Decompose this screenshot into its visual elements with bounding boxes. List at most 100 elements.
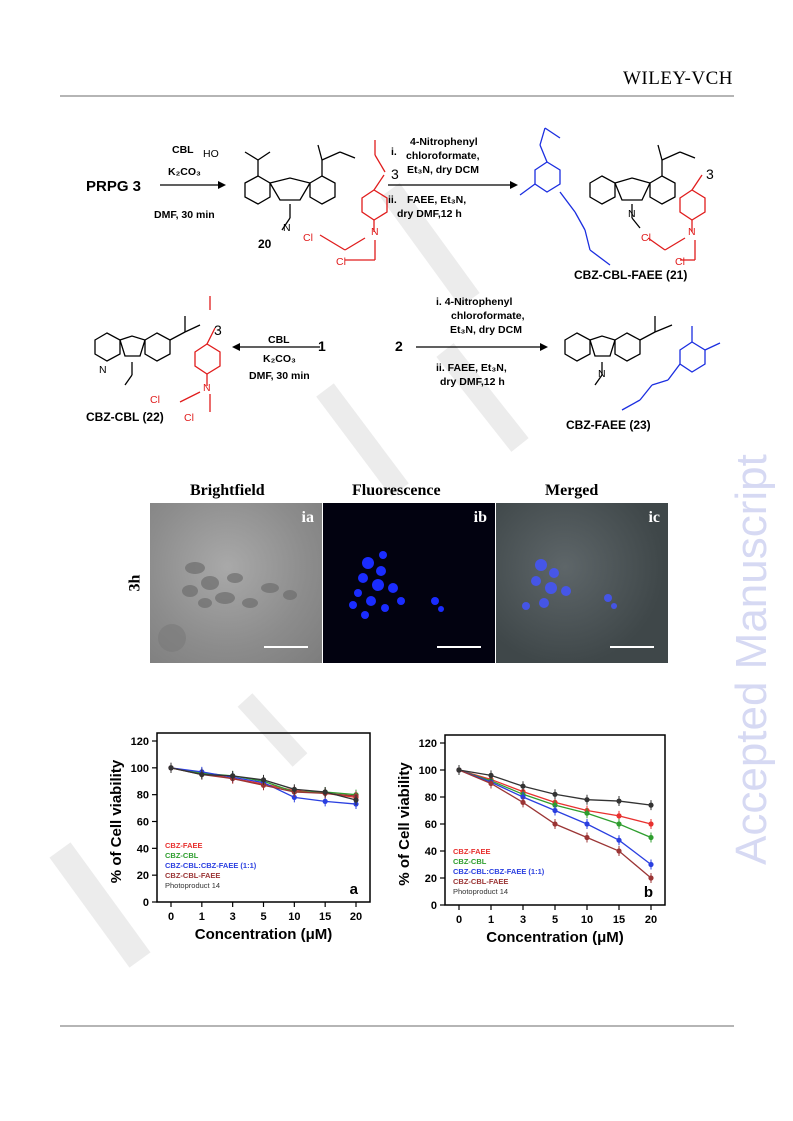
y-tick-label: 120 <box>131 736 149 748</box>
compound-20-ho: HO <box>203 148 219 160</box>
compound-23-n: N <box>598 368 606 380</box>
y-tick-label: 60 <box>137 817 149 829</box>
data-point <box>552 802 558 808</box>
scale-bar <box>264 646 308 648</box>
compound-21-cl-1: Cl <box>641 232 651 244</box>
data-point <box>520 799 526 805</box>
legend-entry: CBZ-CBL:CBZ-FAEE (1:1) <box>453 867 545 876</box>
compound-20-cl-1: Cl <box>303 232 313 244</box>
x-tick-label: 10 <box>288 911 300 923</box>
data-point <box>616 821 622 827</box>
data-point <box>648 834 654 841</box>
y-tick-label: 20 <box>425 873 437 885</box>
x-tick-label: 5 <box>552 914 558 926</box>
panel-letter: a <box>350 881 359 898</box>
compound-22-label: CBZ-CBL (22) <box>86 410 164 424</box>
step2-i-num: i. <box>391 146 397 158</box>
compound-20-cl-2: Cl <box>336 256 346 268</box>
brightfield-image: ia <box>150 503 322 663</box>
data-point <box>616 813 622 819</box>
step3-conditions: DMF, 30 min <box>249 370 310 382</box>
legend-entry: CBZ-CBL <box>453 857 487 866</box>
x-tick-label: 1 <box>488 914 494 926</box>
compound-20-n3: 3 <box>391 166 399 182</box>
merged-cells <box>522 559 617 610</box>
fluorescence-image: ib <box>323 503 495 663</box>
accepted-manuscript-watermark: Accepted Manuscript <box>727 454 776 865</box>
compound-22-cl-1: Cl <box>150 394 160 406</box>
compound-22-structure <box>94 316 201 386</box>
legend-entry: CBZ-FAEE <box>453 847 491 856</box>
step2-i-line3: Et₃N, dry DCM <box>407 164 479 176</box>
fluorescence-nuclei <box>349 551 444 619</box>
compound-21-faee-moiety <box>519 127 611 266</box>
data-point <box>322 798 328 804</box>
brightfield-cells <box>158 562 297 652</box>
x-tick-label: 0 <box>168 911 174 923</box>
header-rule <box>60 95 734 97</box>
x-tick-label: 20 <box>350 911 362 923</box>
compound-23-structure <box>564 316 673 386</box>
data-point <box>260 782 267 788</box>
compound-21-label: CBZ-CBL-FAEE (21) <box>574 268 688 282</box>
legend-entry: Photoproduct 14 <box>453 887 508 896</box>
data-point <box>584 797 590 803</box>
step2-ii-line2: dry DMF,12 h <box>397 208 462 220</box>
compound-23-label: CBZ-FAEE (23) <box>566 418 651 432</box>
compound-21-n3: 3 <box>706 166 714 182</box>
y-tick-label: 100 <box>419 765 437 777</box>
data-point <box>552 807 558 814</box>
header-merged: Merged <box>545 482 599 499</box>
publisher-brand: WILEY-VCH <box>622 68 733 89</box>
y-tick-label: 40 <box>425 846 437 858</box>
x-tick-label: 5 <box>260 911 266 923</box>
compound-20-structure <box>244 144 356 231</box>
compound-20-cbl-n: N <box>371 226 379 238</box>
data-point <box>584 834 590 841</box>
y-tick-label: 0 <box>431 900 437 912</box>
reactant-1-number: 1 <box>318 338 326 354</box>
step4-i-line2: chloroformate, <box>451 310 525 322</box>
y-axis-label: % of Cell viability <box>396 762 413 886</box>
legend-entry: CBZ-FAEE <box>165 841 203 850</box>
data-point <box>584 810 590 816</box>
chart-a: 0 20 40 60 80 100 120 0 1 3 5 10 15 20 Concentration (… <box>108 732 371 943</box>
data-point <box>648 875 654 881</box>
y-tick-label: 80 <box>425 792 437 804</box>
step2-i-line1: 4-Nitrophenyl <box>410 136 478 148</box>
step2-ii-num: ii. <box>388 194 397 206</box>
timepoint-label: 3h <box>126 574 144 592</box>
compound-20-n: N <box>283 222 291 234</box>
data-point <box>584 821 590 827</box>
compound-20-number: 20 <box>258 237 272 251</box>
data-point <box>648 802 654 808</box>
step2-i-line2: chloroformate, <box>406 150 480 162</box>
y-axis-label: % of Cell viability <box>108 759 125 883</box>
panel-tag-ic: ic <box>648 509 660 526</box>
compound-21-cbl-n: N <box>688 226 696 238</box>
step1-base: K₂CO₃ <box>168 166 201 178</box>
panel-tag-ia: ia <box>301 509 314 526</box>
step3-reagent: CBL <box>268 334 290 346</box>
scale-bar <box>437 646 481 648</box>
header-fluorescence: Fluorescence <box>352 482 441 499</box>
reactant-2-number: 2 <box>395 338 403 354</box>
compound-22-cbl-moiety <box>179 296 221 412</box>
y-tick-label: 60 <box>425 819 437 831</box>
compound-20-cbl-moiety <box>319 140 388 261</box>
legend-entry: CBZ-CBL-FAEE <box>165 871 220 880</box>
compound-21-n: N <box>628 208 636 220</box>
data-point <box>291 794 297 800</box>
step4-i-line1: i. 4-Nitrophenyl <box>436 296 513 308</box>
chart-b: 0 20 40 60 80 100 120 0 1 3 5 10 15 20 Concentration (… <box>396 734 666 946</box>
data-point <box>520 783 526 789</box>
x-axis-label: Concentration (μM) <box>195 926 333 943</box>
legend-entry: Photoproduct 14 <box>165 881 220 890</box>
step4-i-line3: Et₃N, dry DCM <box>450 324 522 336</box>
y-tick-label: 120 <box>419 738 437 750</box>
merged-image: ic <box>496 503 668 663</box>
compound-22-n3: 3 <box>214 322 222 338</box>
panel-tag-ib: ib <box>473 509 487 526</box>
x-tick-label: 1 <box>199 911 205 923</box>
start-material-label: PRPG 3 <box>86 178 142 195</box>
